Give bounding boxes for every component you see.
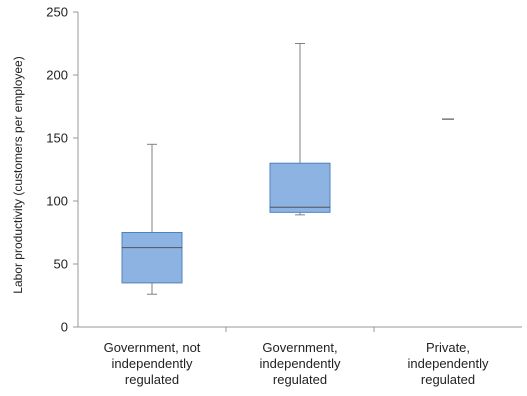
y-axis-title: Labor productivity (customers per employ… xyxy=(11,56,25,293)
y-tick-label: 100 xyxy=(46,194,68,209)
boxes xyxy=(121,43,454,295)
x-axis: Government, notindependentlyregulatedGov… xyxy=(78,326,522,387)
y-tick-label: 250 xyxy=(46,5,68,20)
y-tick-label: 0 xyxy=(61,320,68,335)
iqr-box xyxy=(121,232,183,284)
x-category-label: Government, not xyxy=(104,340,201,355)
y-tick-label: 150 xyxy=(46,131,68,146)
box-1 xyxy=(121,143,183,295)
x-category-label: Government, xyxy=(262,340,337,355)
y-tick-label: 50 xyxy=(54,257,68,272)
iqr-box xyxy=(269,162,331,213)
x-category-label: independently xyxy=(408,356,489,371)
box-2 xyxy=(269,43,331,216)
x-category-label: independently xyxy=(112,356,193,371)
x-category-label: Private, xyxy=(426,340,470,355)
x-category-label: regulated xyxy=(125,372,179,387)
y-axis: 0 50 100 150 200 250 xyxy=(46,5,79,335)
x-category-label: regulated xyxy=(421,372,475,387)
x-category-label: regulated xyxy=(273,372,327,387)
y-tick-label: 200 xyxy=(46,68,68,83)
x-category-label: independently xyxy=(260,356,341,371)
